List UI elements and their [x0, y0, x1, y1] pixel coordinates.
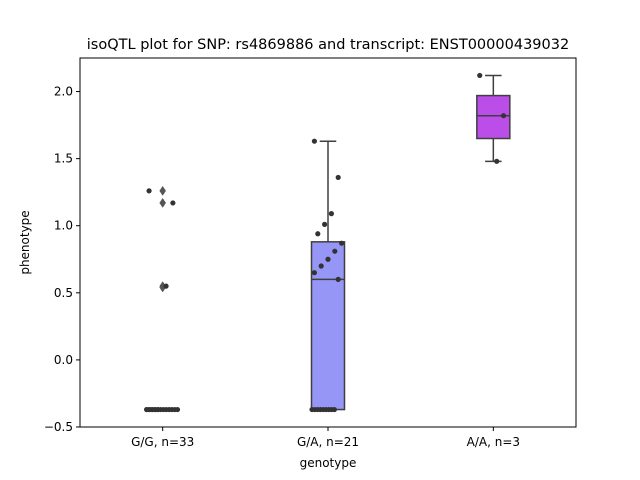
outlier-marker	[159, 197, 166, 208]
data-point	[311, 270, 317, 276]
y-axis: −0.5 0.0 0.5 1.0 1.5 2.0	[44, 85, 80, 434]
x-tick-label: G/A, n=21	[297, 435, 359, 449]
box-group	[144, 185, 181, 413]
y-tick-label: 0.5	[54, 286, 73, 300]
y-axis-label: phenotype	[18, 210, 32, 274]
outlier-marker	[159, 185, 166, 196]
box-group	[476, 72, 511, 164]
y-tick-label: 1.0	[54, 219, 73, 233]
y-tick-label: 2.0	[54, 85, 73, 99]
data-point	[328, 211, 334, 217]
data-point	[311, 138, 317, 144]
data-point	[494, 158, 500, 164]
box-body	[476, 94, 511, 140]
chart-title: isoQTL plot for SNP: rs4869886 and trans…	[87, 37, 569, 53]
data-point	[155, 406, 161, 413]
data-point	[339, 240, 345, 246]
data-point	[174, 406, 181, 413]
data-point	[335, 174, 341, 181]
data-point	[146, 188, 152, 194]
data-point	[331, 406, 337, 413]
data-point	[318, 263, 324, 269]
data-point	[163, 283, 169, 289]
data-point	[315, 231, 321, 237]
data-point	[170, 200, 176, 206]
data-point	[477, 72, 483, 79]
box-body	[310, 241, 346, 411]
data-point	[500, 113, 507, 119]
x-tick-label: A/A, n=3	[467, 435, 520, 449]
data-point	[325, 256, 331, 262]
x-axis-label: genotype	[300, 456, 357, 470]
plot-area	[144, 72, 511, 413]
y-tick-label: 0.0	[54, 353, 73, 367]
x-axis: G/G, n=33 G/A, n=21 A/A, n=3	[131, 427, 520, 449]
box-group	[309, 138, 346, 413]
y-tick-label: 1.5	[54, 152, 73, 166]
data-point	[332, 248, 338, 254]
data-point	[322, 221, 328, 227]
data-point	[335, 276, 341, 282]
x-tick-label: G/G, n=33	[131, 435, 194, 449]
y-tick-label: −0.5	[44, 420, 73, 434]
